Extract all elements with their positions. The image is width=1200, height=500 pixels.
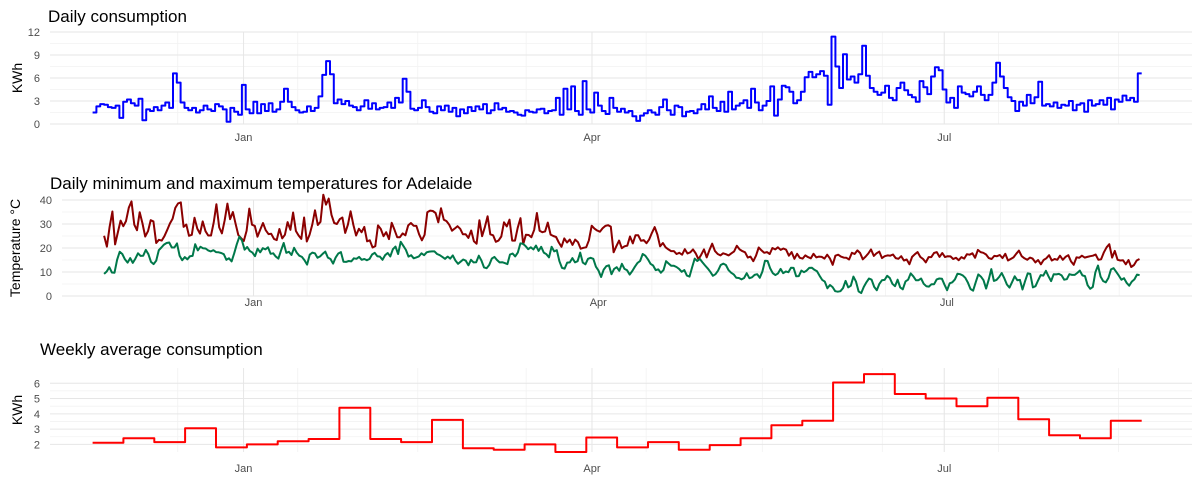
chart-title: Weekly average consumption [40, 340, 263, 359]
panel-weekly-consumption: 2 3 4 5 6 Jan Apr Jul Weekly average consumption… [9, 340, 1192, 475]
x-tick-label: Jul [937, 463, 951, 475]
y-axis-label: KWh [9, 395, 25, 425]
x-tick-label: Jul [937, 132, 951, 144]
y-tick-label: 9 [34, 50, 40, 62]
panel-daily-consumption: 0 3 6 9 12 Jan Apr Jul Daily consumption KWh [9, 7, 1192, 144]
y-tick-label: 12 [28, 27, 40, 39]
y-tick-label: 30 [40, 219, 52, 231]
y-tick-label: 5 [34, 394, 40, 406]
chart-title: Daily consumption [48, 7, 187, 26]
y-tick-label: 4 [34, 409, 40, 421]
y-tick-label: 40 [40, 195, 52, 207]
y-axis-label: KWh [9, 63, 25, 93]
y-tick-label: 3 [34, 96, 40, 108]
y-tick-label: 6 [34, 378, 40, 390]
x-tick-label: Jan [235, 463, 253, 475]
panel-temperatures: 0 10 20 30 40 Jan Apr Jul Daily minimum and maxi… [7, 174, 1192, 309]
series-line-0 [103, 193, 1140, 268]
x-tick-label: Apr [590, 297, 607, 309]
x-tick-label: Jan [245, 297, 263, 309]
y-tick-label: 3 [34, 424, 40, 436]
series-line-1 [103, 235, 1140, 295]
x-tick-label: Jul [940, 297, 954, 309]
y-tick-label: 10 [40, 267, 52, 279]
y-tick-label: 2 [34, 439, 40, 451]
y-tick-label: 0 [34, 119, 40, 131]
x-tick-label: Jan [235, 132, 253, 144]
x-tick-label: Apr [583, 132, 600, 144]
x-tick-label: Apr [583, 463, 600, 475]
y-tick-label: 0 [46, 291, 52, 303]
y-tick-label: 20 [40, 243, 52, 255]
series-line-0 [92, 373, 1142, 453]
chart-title: Daily minimum and maximum temperatures f… [50, 174, 472, 193]
series-line-0 [92, 35, 1142, 123]
y-axis-label: Temperature °C [7, 199, 23, 297]
y-tick-label: 6 [34, 73, 40, 85]
